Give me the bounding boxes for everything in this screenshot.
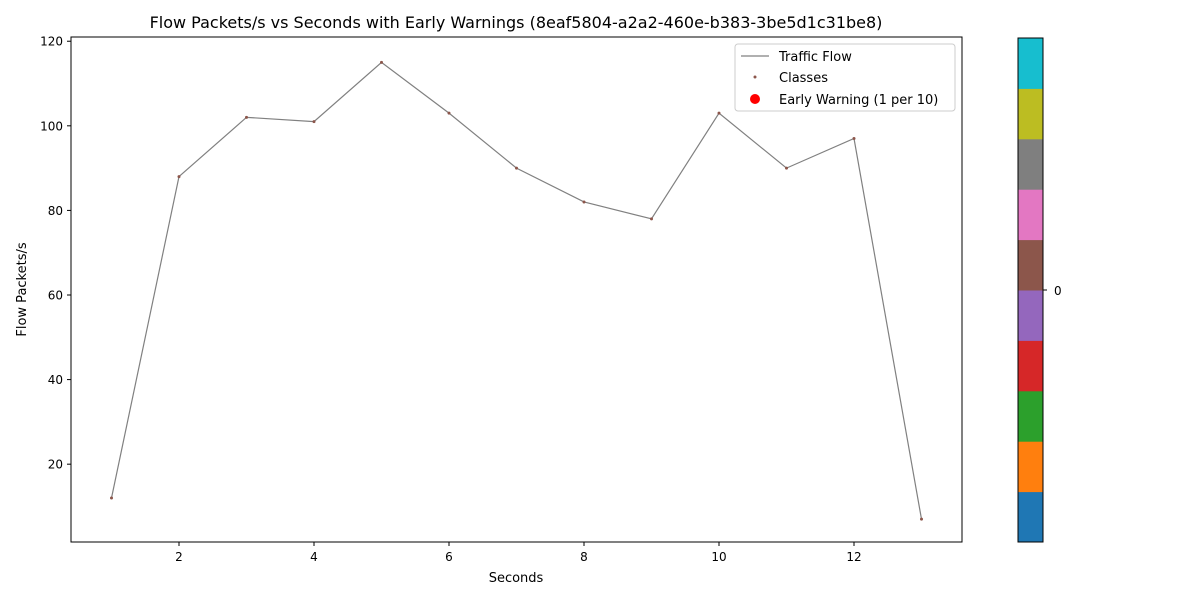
y-tick-label: 100 [40, 119, 63, 133]
legend: Traffic Flow Classes Early Warning (1 pe… [734, 43, 956, 112]
class-point [852, 137, 856, 141]
class-point [447, 111, 451, 115]
colorbar-tick-label: 0 [1054, 284, 1062, 298]
colorbar-segment [1018, 189, 1043, 241]
x-tick-label: 10 [711, 550, 726, 564]
legend-classes-swatch [753, 75, 757, 79]
x-tick-label: 8 [580, 550, 588, 564]
plot-area: 2 4 6 8 10 12 20 40 60 80 100 120 [40, 35, 963, 564]
legend-box [734, 43, 956, 112]
class-point [380, 60, 383, 64]
x-tick-label: 12 [846, 550, 861, 564]
colorbar-segment [1018, 38, 1043, 89]
axes-frame [70, 36, 963, 543]
x-tick-label: 6 [445, 550, 453, 564]
x-tick-label: 4 [310, 550, 318, 564]
colorbar-segment [1018, 290, 1043, 341]
class-point [110, 496, 113, 500]
x-tick-label: 2 [175, 550, 183, 564]
x-axis-ticks: 2 4 6 8 10 12 [175, 542, 862, 564]
chart-title: Flow Packets/s vs Seconds with Early War… [150, 13, 883, 32]
y-axis-ticks: 20 40 60 80 100 120 [40, 35, 71, 472]
colorbar-segments [1018, 38, 1043, 543]
class-point [312, 120, 316, 124]
colorbar-segment [1018, 138, 1043, 190]
colorbar-segment [1018, 491, 1043, 543]
colorbar: 0 [1017, 37, 1062, 543]
y-tick-label: 40 [48, 373, 63, 387]
colorbar-segment [1018, 239, 1043, 291]
y-tick-label: 80 [48, 204, 63, 218]
class-point [717, 111, 721, 115]
y-tick-label: 60 [48, 288, 63, 302]
colorbar-segment [1018, 88, 1043, 140]
class-point [920, 517, 923, 521]
colorbar-segment [1018, 390, 1043, 442]
colorbar-segment [1018, 340, 1043, 392]
class-point [245, 115, 248, 119]
series-layer [110, 60, 923, 521]
class-point [515, 166, 518, 170]
legend-early-warning-swatch [750, 94, 760, 104]
y-tick-label: 20 [48, 458, 63, 472]
class-point [177, 175, 181, 179]
class-point [650, 217, 653, 221]
colorbar-segment [1018, 441, 1043, 493]
class-point [582, 200, 586, 204]
y-tick-label: 120 [40, 35, 63, 49]
x-axis-label: Seconds [489, 571, 544, 586]
class-point [785, 166, 788, 170]
legend-traffic-flow-label: Traffic Flow [778, 50, 852, 65]
y-axis-label: Flow Packets/s [15, 242, 30, 336]
legend-early-warning-label: Early Warning (1 per 10) [779, 93, 938, 108]
legend-classes-label: Classes [779, 71, 828, 86]
